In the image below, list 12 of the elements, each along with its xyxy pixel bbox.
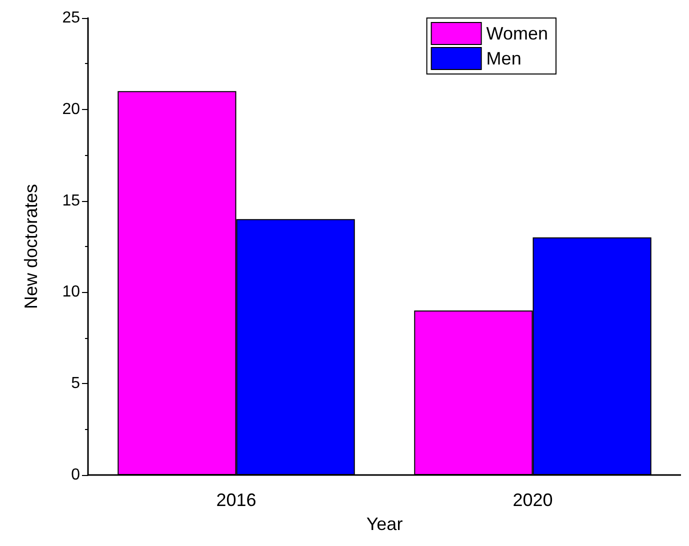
y-tick-label: 10 <box>62 284 80 301</box>
y-axis-title: New doctorates <box>21 184 41 310</box>
x-tick-label: 2016 <box>216 490 256 510</box>
y-tick-label: 0 <box>71 466 80 484</box>
x-axis-title: Year <box>366 514 403 534</box>
y-tick-label: 25 <box>62 10 80 26</box>
legend-label: Men <box>486 48 522 68</box>
x-tick-label: 2020 <box>512 490 553 510</box>
y-tick-label: 20 <box>62 100 80 118</box>
legend-label: Women <box>486 24 548 44</box>
y-tick-label: 15 <box>62 192 80 210</box>
y-tick-label: 5 <box>71 375 80 392</box>
